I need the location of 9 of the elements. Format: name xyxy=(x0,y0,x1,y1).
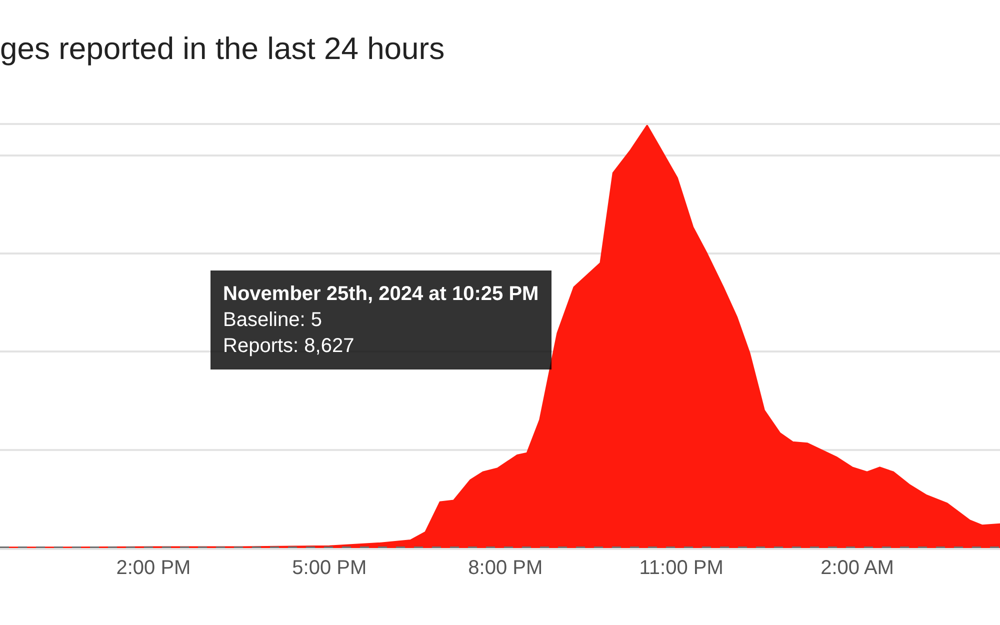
x-tick-label: 11:00 PM xyxy=(639,557,724,579)
x-tick-label: 5:00 PM xyxy=(292,557,367,579)
annotation: Reports: 8,627 xyxy=(223,335,354,357)
annotation: Baseline: 5 xyxy=(223,309,322,331)
chart-title: ges reported in the last 24 hours xyxy=(0,30,445,66)
x-tick-label: 2:00 PM xyxy=(116,557,191,579)
x-tick-label: 8:00 PM xyxy=(468,557,543,579)
annotation: November 25th, 2024 at 10:25 PM xyxy=(223,283,539,305)
x-tick-label: 2:00 AM xyxy=(820,557,894,579)
